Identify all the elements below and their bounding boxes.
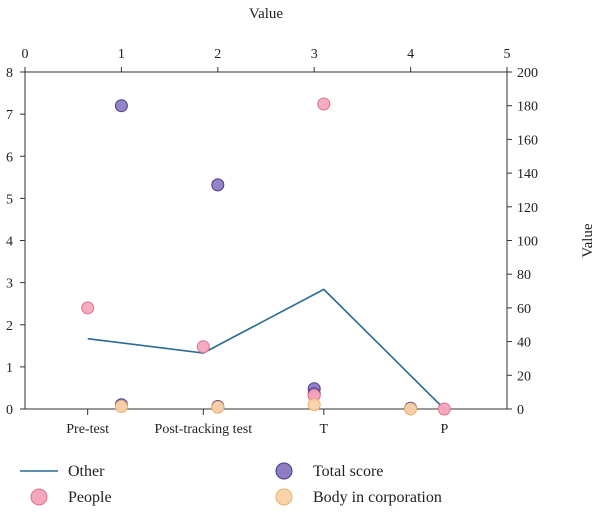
legend-item: Body in corporation xyxy=(275,488,442,506)
right-axis-title: Value xyxy=(580,223,596,257)
legend-label: Other xyxy=(68,463,105,480)
left-axis: 0 1 2 3 4 5 6 7 8 xyxy=(6,66,25,418)
legend-item: People xyxy=(30,488,112,506)
left-tick-label: 4 xyxy=(6,235,13,250)
data-point xyxy=(196,340,210,354)
left-tick-label: 3 xyxy=(6,277,13,292)
axis-titles: Value Value xyxy=(249,6,596,258)
right-tick-label: 100 xyxy=(517,235,538,250)
legend-label: People xyxy=(68,489,112,506)
series-body-in-corporation xyxy=(114,398,418,416)
legend-circle-marker xyxy=(275,462,293,480)
legend-item: Other xyxy=(20,463,105,480)
data-point xyxy=(211,400,225,414)
top-axis-title: Value xyxy=(249,6,283,22)
data-point xyxy=(114,400,128,413)
bottom-axis: Pre-test Post-tracking test T P xyxy=(66,409,448,437)
data-point xyxy=(211,178,225,192)
legend-circle-marker xyxy=(30,488,48,506)
legend: Other Total score People Body in corporatio… xyxy=(20,462,442,506)
legend-circle-marker xyxy=(275,488,293,506)
right-tick-label: 200 xyxy=(517,66,538,81)
plot-frame xyxy=(24,71,508,410)
category-label: Pre-test xyxy=(66,422,109,437)
category-label: Post-tracking test xyxy=(155,422,253,437)
series-total-score xyxy=(114,99,418,415)
legend-item: Total score xyxy=(275,462,383,480)
top-tick-label: 0 xyxy=(22,47,29,62)
left-tick-label: 0 xyxy=(6,403,13,418)
left-tick-label: 2 xyxy=(6,319,13,334)
category-label: P xyxy=(440,422,448,437)
right-axis: 0 20 40 60 80 100 120 140 160 180 200 xyxy=(507,66,538,418)
right-tick-label: 20 xyxy=(517,369,531,384)
right-tick-label: 140 xyxy=(517,167,538,182)
right-tick-label: 180 xyxy=(517,100,538,115)
right-tick-label: 120 xyxy=(517,201,538,216)
left-tick-label: 1 xyxy=(6,361,13,376)
series-other xyxy=(87,288,445,410)
left-tick-label: 7 xyxy=(6,108,13,123)
top-tick-label: 5 xyxy=(504,47,511,62)
left-tick-label: 6 xyxy=(6,150,13,165)
right-tick-label: 40 xyxy=(517,336,531,351)
data-point xyxy=(317,97,331,111)
category-label: T xyxy=(320,422,329,437)
right-tick-label: 0 xyxy=(517,403,524,418)
series-line xyxy=(87,288,445,410)
data-point xyxy=(307,398,321,412)
right-tick-label: 160 xyxy=(517,133,538,148)
series-people xyxy=(81,97,451,416)
data-point xyxy=(81,301,95,315)
right-tick-label: 60 xyxy=(517,302,531,317)
right-tick-label: 80 xyxy=(517,268,531,283)
left-tick-label: 5 xyxy=(6,192,13,207)
data-point xyxy=(437,402,451,416)
plot-border xyxy=(24,71,508,410)
top-tick-label: 3 xyxy=(311,47,318,62)
legend-label: Body in corporation xyxy=(313,489,442,506)
top-tick-label: 4 xyxy=(407,47,414,62)
top-tick-label: 1 xyxy=(118,47,125,62)
left-tick-label: 8 xyxy=(6,66,13,81)
legend-label: Total score xyxy=(313,463,383,480)
data-point xyxy=(404,402,418,416)
top-tick-label: 2 xyxy=(214,47,221,62)
data-point xyxy=(114,99,128,113)
top-axis: 0 1 2 3 4 5 xyxy=(22,47,511,72)
series-layer xyxy=(81,97,451,416)
